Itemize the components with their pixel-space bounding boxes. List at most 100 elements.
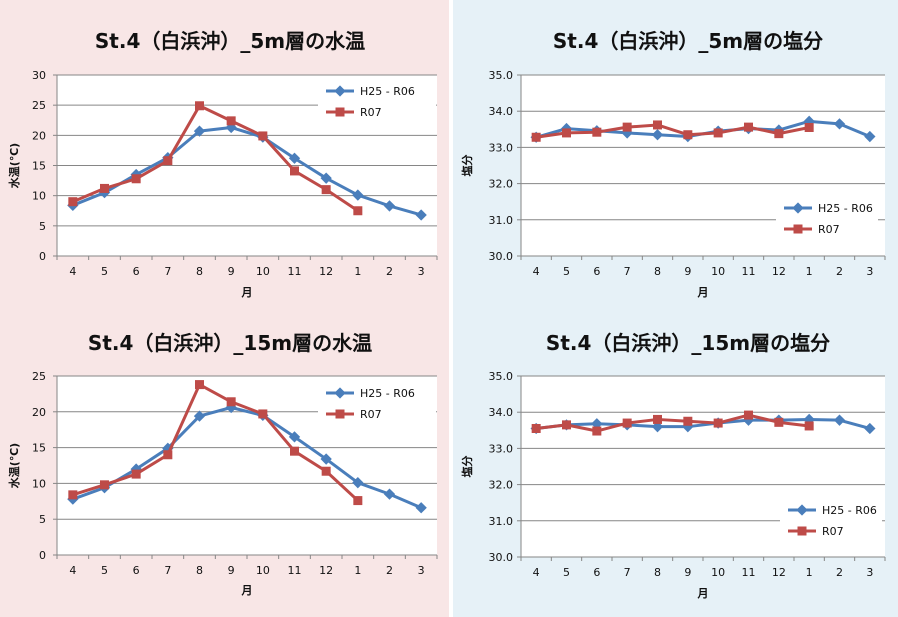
chart-2-ytick-label: 15 (32, 442, 46, 455)
chart-1-series-1-line (535, 123, 810, 139)
chart-1-xtick-label: 3 (866, 265, 873, 278)
chart-0-ytick-label: 10 (32, 190, 46, 203)
chart-0-xtick-label: 4 (69, 265, 76, 278)
chart-3-x-axis-title: 月 (697, 587, 709, 600)
chart-1-legend-box (776, 195, 878, 241)
chart-0-xtick-label: 9 (228, 265, 235, 278)
chart-3-series-1-point (653, 414, 662, 424)
chart-2-ytick-label: 5 (39, 513, 46, 526)
chart-2-legend-label-1: R07 (360, 408, 382, 421)
chart-3-xtick-label: 7 (624, 566, 631, 579)
chart-1-xtick-label: 4 (533, 265, 540, 278)
chart-2-series-1-point (131, 469, 141, 479)
chart-2-ytick-label: 10 (32, 477, 46, 490)
chart-0-xtick-label: 8 (196, 265, 203, 278)
chart-0-xtick-label: 6 (133, 265, 140, 278)
chart-1-series-1-point (774, 129, 784, 139)
chart-2-legend-label-0: H25 - R06 (360, 387, 415, 400)
chart-1-series-1-point (713, 128, 723, 138)
chart-0-legend-label-1: R07 (360, 106, 382, 119)
chart-2-series-0-point (352, 477, 364, 489)
chart-1-xtick-label: 5 (563, 265, 570, 278)
chart-2-series-0-point (193, 410, 206, 422)
chart-1-ytick-label: 33.0 (489, 141, 514, 154)
chart-3-series-1-point (592, 426, 602, 436)
chart-3-series-0-point (833, 414, 846, 426)
chart-0-legend-marker-1 (335, 107, 345, 117)
chart-1-y-axis-title: 塩分 (460, 155, 474, 177)
chart-2-series-1-line (72, 383, 359, 502)
chart-3-series-1-line (535, 413, 810, 433)
chart-0-xtick-label: 10 (256, 265, 270, 278)
chart-1-legend-label-1: R07 (818, 223, 840, 236)
chart-0-series-0-point (288, 152, 301, 164)
chart-0-series-1-point (195, 101, 204, 111)
chart-2-xtick-label: 9 (228, 564, 235, 577)
chart-0-ytick-label: 20 (32, 129, 46, 142)
chart-0-ytick-label: 15 (32, 160, 46, 173)
chart-2-title: St.4（白浜沖）_15m層の水温 (88, 331, 372, 355)
chart-3-title: St.4（白浜沖）_15m層の塩分 (546, 331, 830, 355)
chart-0-series-1-point (100, 183, 109, 193)
chart-1-xtick-label: 9 (684, 265, 691, 278)
chart-2-series-1-point (68, 490, 78, 500)
chart-1-xtick-label: 2 (836, 265, 843, 278)
chart-1-series-1-point (744, 122, 753, 132)
chart-0-ytick-label: 30 (32, 69, 46, 82)
chart-1-title: St.4（白浜沖）_5m層の塩分 (553, 29, 823, 53)
chart-3-series-1-point (531, 423, 541, 433)
chart-1-series-1-point (531, 132, 541, 142)
chart-3-series-0-point (864, 422, 876, 435)
chart-1-ytick-label: 32.0 (489, 178, 514, 191)
chart-3-series-1-point (744, 410, 753, 420)
chart-2-legend-marker-1 (335, 409, 345, 419)
chart-0-ytick-label: 25 (32, 99, 46, 112)
chart-0-series-1-point (131, 174, 141, 184)
chart-3-xtick-label: 3 (866, 566, 873, 579)
chart-3-series-1-point (804, 421, 814, 431)
chart-2-series-1-point (353, 496, 363, 506)
chart-2-xtick-label: 4 (69, 564, 76, 577)
chart-2-xtick-label: 11 (288, 564, 302, 577)
chart-0-series-0-line (72, 125, 422, 217)
chart-0-series-1-point (258, 131, 268, 141)
chart-0-series-1-point (226, 116, 236, 126)
chart-1-series-1-point (562, 128, 571, 138)
chart-2-series-1-point (163, 450, 173, 460)
chart-1-ytick-label: 31.0 (489, 214, 514, 227)
chart-2-xtick-label: 3 (418, 564, 425, 577)
chart-3-xtick-label: 8 (654, 566, 661, 579)
chart-1-series-1-point (592, 127, 602, 137)
chart-3-xtick-label: 12 (772, 566, 786, 579)
chart-1-series-1-point (683, 130, 693, 140)
chart-0-xtick-label: 3 (418, 265, 425, 278)
chart-3-series-1-point (774, 417, 784, 427)
chart-1-legend-marker-0 (792, 202, 804, 214)
chart-2-series-1-point (100, 480, 109, 490)
chart-3-xtick-label: 4 (533, 566, 540, 579)
chart-3-xtick-label: 1 (806, 566, 813, 579)
chart-3-legend-label-0: H25 - R06 (822, 504, 877, 517)
chart-1-series-0-point (864, 130, 876, 143)
chart-1-legend-label-0: H25 - R06 (818, 202, 873, 215)
chart-2-series-1-point (290, 446, 299, 456)
chart-3-xtick-label: 9 (684, 566, 691, 579)
chart-2-series-0-point (383, 488, 396, 500)
chart-1-series-0-point (651, 129, 664, 141)
chart-0-series-0-point (383, 200, 396, 212)
chart-0-title: St.4（白浜沖）_5m層の水温 (95, 29, 365, 53)
chart-2-x-axis-title: 月 (241, 584, 253, 597)
chart-2-legend-marker-0 (334, 387, 346, 399)
chart-0-series-1-line (72, 104, 359, 212)
chart-3-series-1-point (683, 416, 693, 426)
chart-2-series-1-point (195, 380, 204, 390)
chart-2-xtick-label: 2 (386, 564, 393, 577)
chart-0-ytick-label: 5 (39, 220, 46, 233)
chart-3-ytick-label: 32.0 (489, 479, 514, 492)
chart-2-ytick-label: 25 (32, 370, 46, 383)
chart-salinity-5m: St.4（白浜沖）_5m層の塩分 30.0 31.0 32.0 33.0 34.0 35.0… (460, 29, 886, 299)
chart-3-y-axis-title: 塩分 (460, 456, 474, 478)
chart-1-xtick-label: 8 (654, 265, 661, 278)
